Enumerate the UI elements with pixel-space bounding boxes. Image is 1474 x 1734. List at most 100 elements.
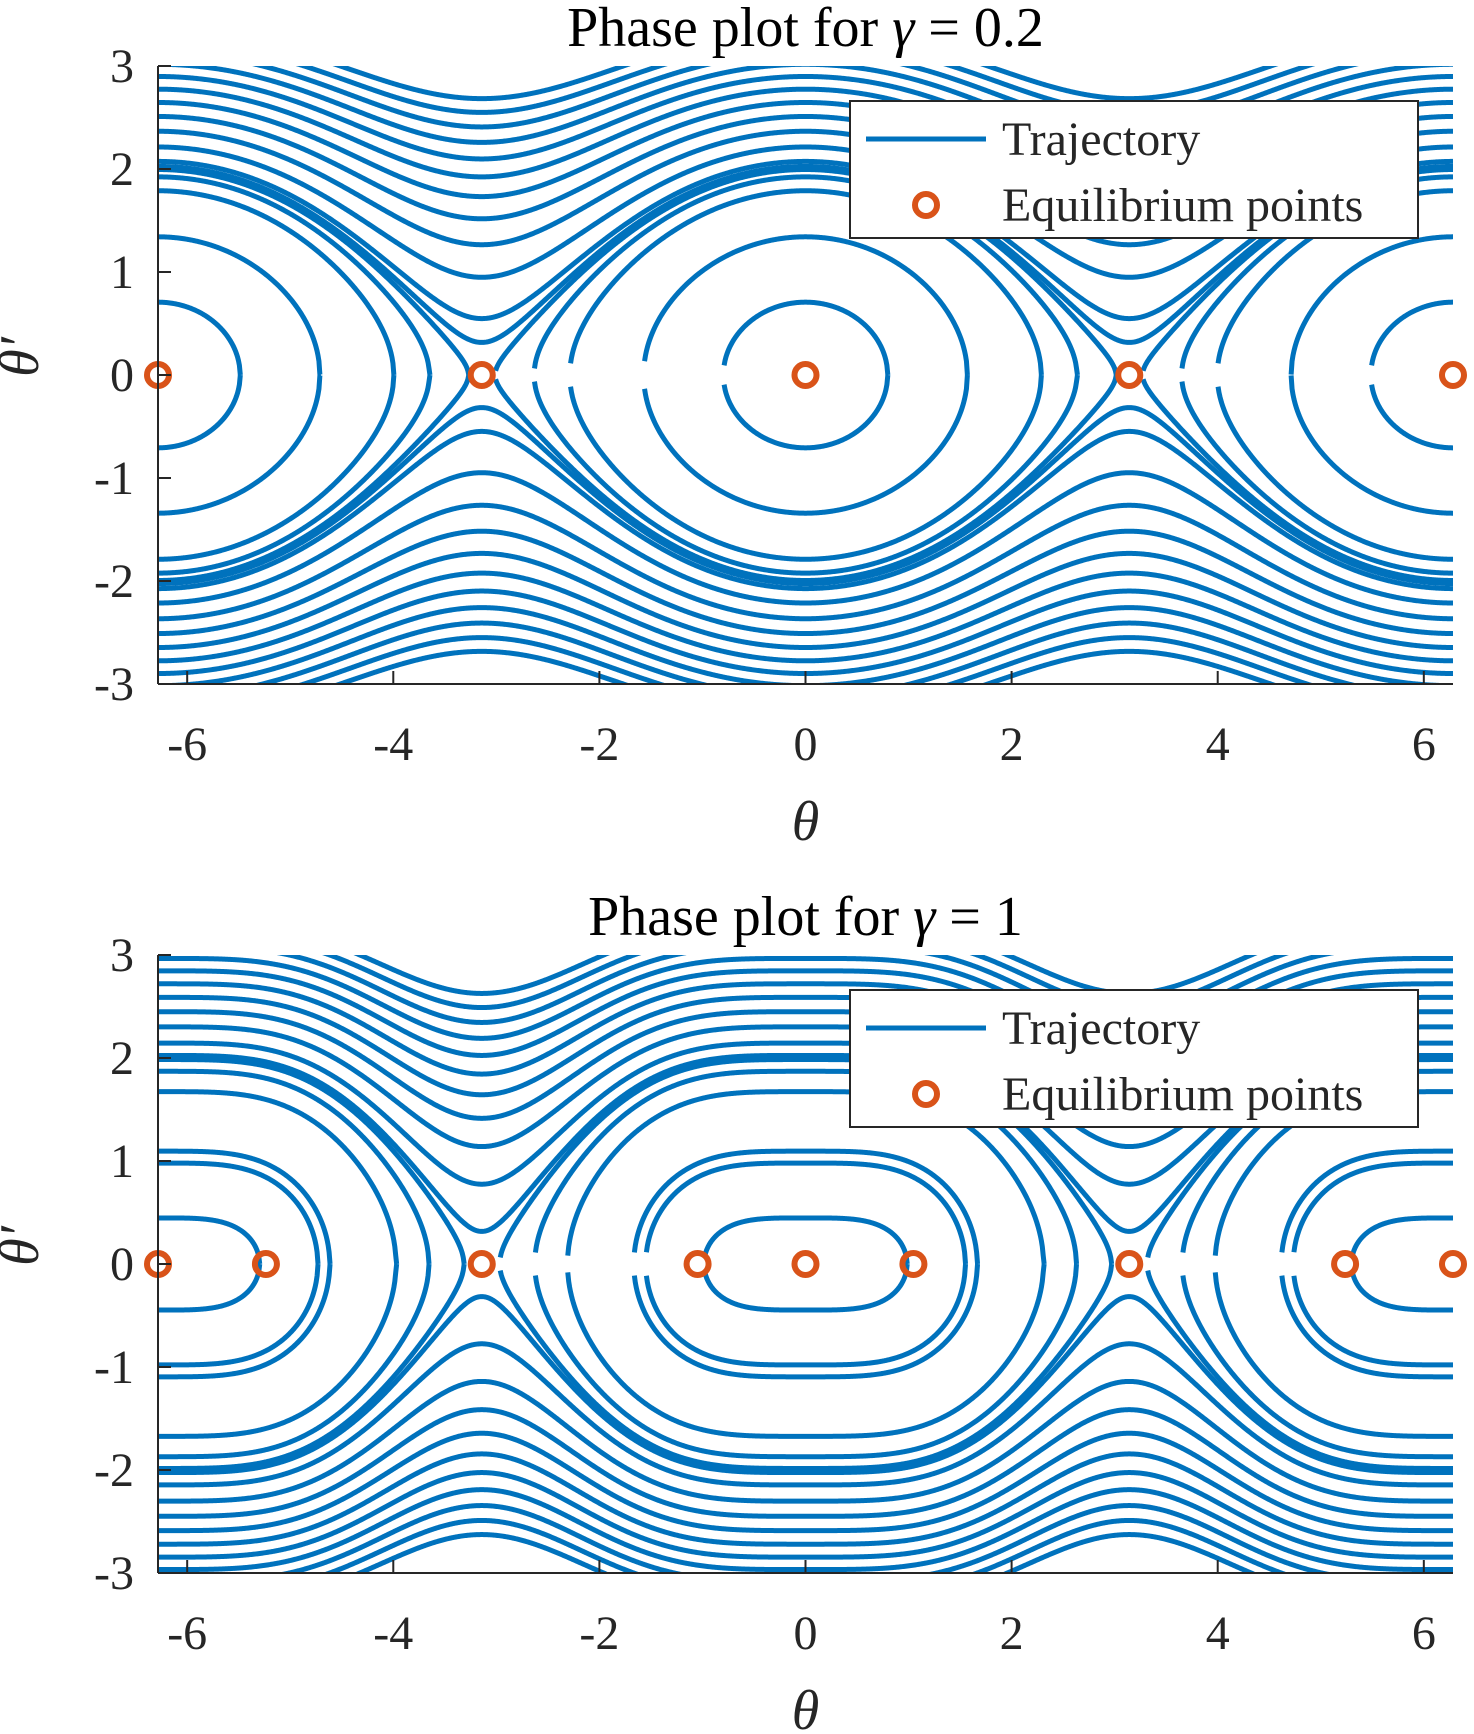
x-tick-label: 4	[1206, 718, 1230, 771]
x-tick-label: 0	[794, 1607, 818, 1660]
x-axis-label: θ	[792, 791, 820, 853]
trajectory-line	[158, 1470, 1453, 1560]
equilibrium-point	[467, 361, 496, 389]
y-tick-label: 2	[110, 1032, 134, 1085]
y-tick-label: -1	[94, 1341, 134, 1394]
x-tick-label: -4	[373, 718, 413, 771]
x-tick-label: 6	[1412, 718, 1436, 771]
y-tick-label: -3	[94, 658, 134, 711]
chart-title: Phase plot for γ = 1	[588, 886, 1023, 948]
trajectory-line	[332, 66, 1279, 102]
trajectory-line	[158, 234, 1453, 378]
trajectory-line	[158, 163, 1453, 345]
y-tick-label: -2	[94, 1444, 134, 1497]
trajectory-line	[158, 1263, 1453, 1313]
equilibrium-point	[467, 1250, 496, 1278]
trajectory-line	[276, 955, 1335, 1025]
legend-equilibrium-swatch	[912, 191, 940, 219]
equilibrium-point	[1439, 1250, 1467, 1278]
equilibrium-point	[251, 1250, 280, 1278]
x-axis-label: θ	[792, 1680, 820, 1734]
trajectory-line	[158, 374, 1453, 562]
legend-equilibrium-label: Equilibrium points	[1002, 179, 1363, 232]
y-tick-label: 3	[110, 40, 134, 93]
trajectory-line	[158, 570, 1453, 664]
x-tick-label: 2	[1000, 718, 1024, 771]
equilibrium-point	[899, 1250, 928, 1278]
equilibrium-point	[1439, 361, 1467, 389]
trajectory-line	[353, 955, 1258, 996]
trajectory-line	[158, 1294, 1453, 1476]
trajectory-line	[332, 648, 1279, 684]
equilibrium-point	[1115, 361, 1144, 389]
y-tick-label: 1	[110, 246, 134, 299]
x-tick-label: -6	[167, 1607, 207, 1660]
y-tick-label: 3	[110, 929, 134, 982]
equilibrium-point	[683, 1250, 712, 1278]
phase-plot-panel-2: Phase plot for γ = 1 -6 -4 -2 0 2 4 6 3 2 1 0 -1 -2 -3…	[0, 886, 1467, 1734]
trajectory-line	[158, 1263, 1453, 1439]
x-tick-label: 6	[1412, 1607, 1436, 1660]
legend-box	[849, 100, 1419, 239]
trajectory-line	[158, 1263, 1453, 1368]
x-tick-label: 2	[1000, 1607, 1024, 1660]
y-tick-label: -1	[94, 452, 134, 505]
legend-trajectory-label: Trajectory	[1002, 1002, 1200, 1055]
trajectory-line	[158, 1263, 1453, 1471]
trajectory-line	[158, 528, 1453, 637]
trajectory-line	[158, 605, 1453, 684]
trajectory-line	[158, 405, 1453, 587]
y-tick-label: -3	[94, 1547, 134, 1600]
equilibrium-point	[1115, 1250, 1144, 1278]
trajectory-line	[295, 66, 1316, 115]
x-tick-label: -2	[579, 718, 619, 771]
y-tick-label: 0	[110, 1238, 134, 1291]
trajectory-line	[295, 635, 1316, 684]
legend: Trajectory Equilibrium points	[849, 989, 1419, 1128]
y-tick-label: -2	[94, 555, 134, 608]
trajectory-line	[158, 1263, 1453, 1380]
legend-equilibrium-swatch	[912, 1080, 940, 1108]
trajectory-line	[158, 1407, 1453, 1519]
trajectory-line	[353, 1532, 1258, 1573]
trajectory-line	[322, 955, 1289, 1011]
trajectory-line	[158, 1160, 1453, 1265]
trajectory-line	[158, 428, 1453, 592]
equilibrium-point	[791, 1250, 820, 1278]
y-axis-label: θ′	[0, 1225, 51, 1266]
legend-equilibrium-label: Equilibrium points	[1002, 1068, 1363, 1121]
equilibrium-point	[791, 361, 820, 389]
y-tick-label: 1	[110, 1135, 134, 1188]
trajectory-line	[158, 299, 1453, 376]
trajectory-line	[158, 502, 1453, 622]
trajectory-line	[158, 1215, 1453, 1265]
y-axis-label: θ′	[0, 336, 51, 377]
x-tick-label: 4	[1206, 1607, 1230, 1660]
trajectory-line	[158, 1263, 1453, 1460]
phase-plot-panel-1: Phase plot for γ = 0.2 -6 -4 -2 0 2 4 6 3 2 1 0 -1 -2…	[0, 0, 1467, 853]
trajectory-line	[158, 374, 1453, 583]
trajectory-line	[251, 620, 1360, 684]
trajectory-line	[276, 1503, 1335, 1573]
trajectory-line	[158, 1341, 1453, 1488]
trajectory-line	[158, 1148, 1453, 1265]
legend-trajectory-label: Trajectory	[1002, 113, 1200, 166]
y-tick-label: 2	[110, 143, 134, 196]
x-tick-label: -4	[373, 1607, 413, 1660]
trajectory-line	[158, 470, 1453, 606]
equilibrium-point	[1331, 1250, 1360, 1278]
trajectory-line	[158, 1451, 1453, 1547]
x-tick-label: 0	[794, 718, 818, 771]
trajectory-line	[322, 1517, 1289, 1573]
trajectory-line	[158, 372, 1453, 516]
trajectory-line	[158, 1378, 1453, 1504]
y-tick-label: 0	[110, 349, 134, 402]
x-tick-label: -6	[167, 718, 207, 771]
chart-title: Phase plot for γ = 0.2	[567, 0, 1044, 59]
trajectory-line	[158, 158, 1453, 322]
legend-box	[849, 989, 1419, 1128]
trajectory-line	[158, 550, 1453, 651]
x-tick-label: -2	[579, 1607, 619, 1660]
trajectory-line	[158, 374, 1453, 451]
